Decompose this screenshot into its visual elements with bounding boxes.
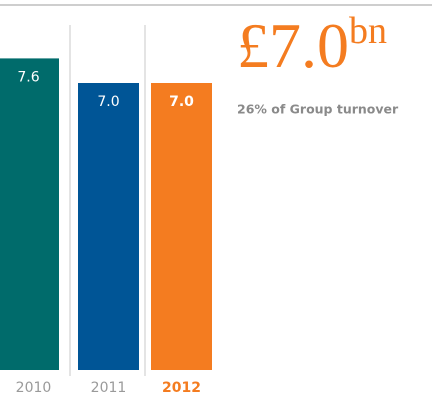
- headline-sup: bn: [349, 10, 387, 52]
- bar: [78, 83, 139, 370]
- bar: [151, 83, 212, 370]
- bar: [0, 58, 59, 371]
- headline-main: £7.0: [237, 10, 349, 81]
- headline: £7.0bn: [237, 10, 387, 81]
- x-tick-label: 2012: [162, 380, 201, 396]
- value-label: 7.6: [17, 69, 39, 85]
- x-tick-label: 2010: [16, 380, 52, 396]
- value-label: 7.0: [169, 94, 194, 110]
- value-label: 7.0: [97, 94, 119, 110]
- subtitle: 26% of Group turnover: [237, 102, 399, 117]
- x-tick-label: 2011: [91, 380, 127, 396]
